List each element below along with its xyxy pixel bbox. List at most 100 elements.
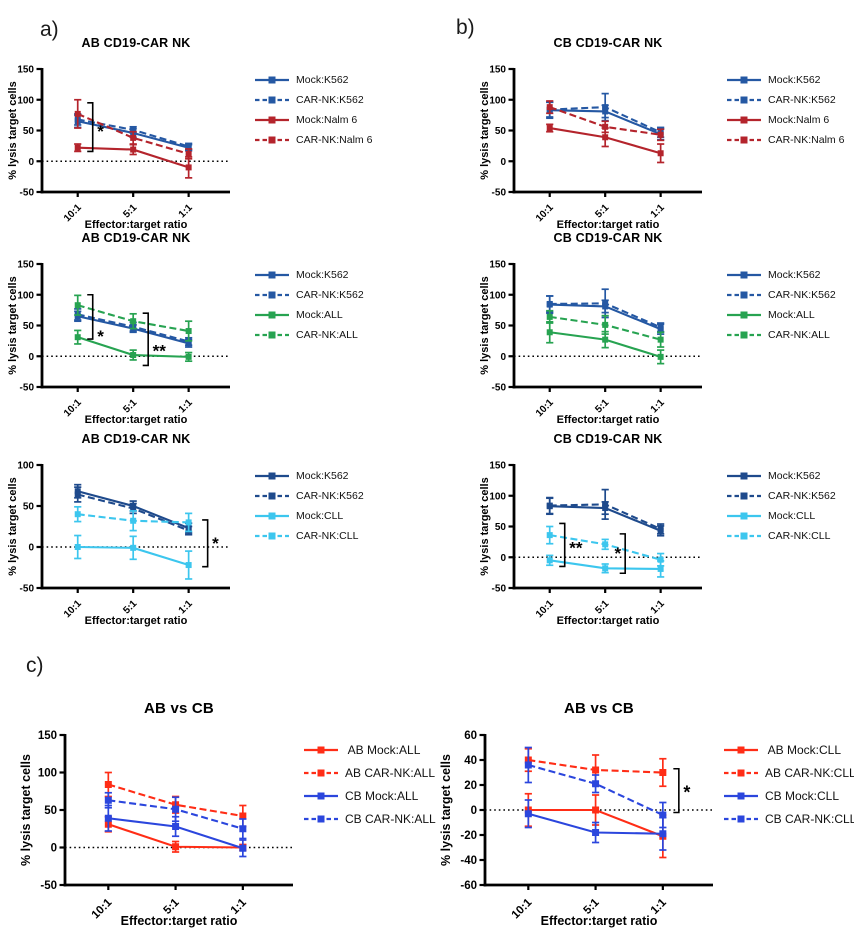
y-tick-label: 0: [500, 352, 506, 363]
y-tick-label: 150: [489, 461, 506, 472]
chart-legend: Mock:K562 CAR-NK:K562 Mock:ALL CAR-NK:ALL: [255, 265, 364, 345]
marker: [602, 336, 609, 343]
legend-marker: [317, 815, 325, 822]
legend-label: Mock:K562: [768, 74, 821, 86]
sig-bracket: [202, 519, 209, 568]
marker: [239, 812, 247, 820]
marker: [602, 321, 609, 328]
marker: [185, 353, 192, 360]
marker: [104, 796, 112, 804]
marker: [104, 781, 112, 788]
marker: [74, 302, 81, 309]
marker: [104, 814, 112, 822]
x-tick-label: 10:1: [534, 397, 556, 419]
legend-item: AB CAR-NK:ALL: [304, 761, 436, 784]
series-mock-nalm-6: [74, 143, 193, 179]
legend-marker: [317, 769, 325, 776]
marker: [185, 328, 192, 335]
legend-label: CAR-NK:CLL: [768, 530, 831, 542]
legend-item: CAR-NK:K562: [255, 486, 364, 506]
y-tick-label: 50: [495, 522, 507, 533]
legend-item: Mock:K562: [255, 70, 372, 90]
marker: [657, 353, 664, 360]
legend-label: CB CAR-NK:ALL: [345, 811, 436, 826]
y-tick-label: 50: [23, 126, 35, 137]
series-car-nk-all: [74, 294, 193, 342]
legend-swatch-solid-line: [255, 512, 289, 520]
legend-marker: [268, 271, 276, 279]
chart-legend: Mock:K562 CAR-NK:K562 Mock:Nalm 6 CAR-NK:Na…: [255, 70, 372, 150]
marker: [185, 164, 192, 171]
marker: [546, 104, 553, 111]
panel-label-b: b): [456, 16, 475, 39]
chart-ab-vs-cb-cll: AB vs CB 60 40 20 0 -20 -40 -60 10:1 5:1 1:1 *% ly…: [439, 692, 854, 947]
marker: [657, 150, 664, 157]
legend-label: CAR-NK:Nalm 6: [768, 134, 845, 146]
series-cb-car-nk-cll: [524, 746, 667, 829]
plot-root: 150 100 50 0 -50 10:1 5:1 1:1 % lysis target cel…: [479, 260, 702, 426]
y-axis-label: % lysis target cells: [7, 81, 19, 179]
y-tick-label: 50: [23, 321, 35, 332]
legend-swatch-solid-line: [255, 76, 289, 84]
y-axis-label: % lysis target cells: [479, 81, 491, 179]
legend-label: CAR-NK:K562: [768, 94, 836, 106]
legend-item: CB CAR-NK:ALL: [304, 807, 436, 830]
legend-label: Mock:K562: [296, 470, 349, 482]
marker: [185, 150, 192, 157]
legend-item: CAR-NK:K562: [255, 90, 372, 110]
legend-item: CAR-NK:K562: [727, 285, 836, 305]
legend-label: AB Mock:ALL: [345, 742, 421, 757]
legend-item: CAR-NK:K562: [255, 285, 364, 305]
y-axis-label: % lysis target cells: [19, 754, 33, 866]
legend-marker: [740, 492, 748, 500]
sig-bracket: [87, 102, 94, 153]
marker: [74, 110, 81, 117]
chart-legend: Mock:K562 CAR-NK:K562 Mock:CLL CAR-NK:CLL: [727, 466, 836, 546]
sig-label: **: [569, 539, 583, 558]
legend-swatch-solid-line: [255, 472, 289, 480]
legend-marker: [268, 512, 276, 520]
y-tick-label: 0: [51, 843, 57, 855]
chart-legend: Mock:K562 CAR-NK:K562 Mock:CLL CAR-NK:CLL: [255, 466, 364, 546]
legend-marker: [740, 472, 748, 480]
legend-swatch-dashed-line: [727, 96, 761, 104]
marker: [74, 511, 81, 518]
marker: [657, 565, 664, 572]
legend-marker: [268, 291, 276, 299]
legend-marker: [268, 136, 276, 144]
x-tick-label: 1:1: [649, 598, 667, 616]
legend-swatch-solid-line: [727, 76, 761, 84]
legend-swatch-dashed-line: [727, 331, 761, 339]
y-tick-label: 40: [464, 755, 477, 767]
x-axis-label: Effector:target ratio: [85, 219, 188, 231]
marker: [657, 131, 664, 138]
marker: [592, 829, 600, 836]
marker: [172, 805, 180, 813]
x-tick-label: 10:1: [62, 202, 84, 224]
legend-item: Mock:ALL: [255, 305, 364, 325]
y-tick-label: 50: [44, 805, 57, 817]
y-tick-label: -50: [20, 383, 35, 394]
sig-bracket: [142, 312, 149, 367]
legend-item: Mock:K562: [727, 70, 844, 90]
chart-title: AB CD19-CAR NK: [81, 231, 191, 245]
sig-bracket: [87, 293, 94, 340]
series-line: [77, 112, 189, 155]
series-car-nk-cll: [74, 505, 193, 533]
marker: [130, 544, 137, 551]
y-tick-label: -50: [20, 188, 35, 199]
x-tick-label: 10:1: [534, 598, 556, 620]
legend-marker: [268, 331, 276, 339]
y-tick-label: 50: [495, 321, 507, 332]
chart-legend: Mock:K562 CAR-NK:K562 Mock:ALL CAR-NK:ALL: [727, 265, 836, 345]
marker: [185, 143, 192, 150]
legend-label: CB Mock:ALL: [345, 788, 419, 803]
plot-root: 100 50 0 -50 10:1 5:1 1:1 * % lysis target cells…: [7, 461, 230, 627]
x-tick-label: 5:1: [121, 598, 139, 616]
legend-swatch-solid-line: [255, 116, 289, 124]
legend-label: Mock:Nalm 6: [296, 114, 358, 126]
legend-item: Mock:Nalm 6: [255, 110, 372, 130]
